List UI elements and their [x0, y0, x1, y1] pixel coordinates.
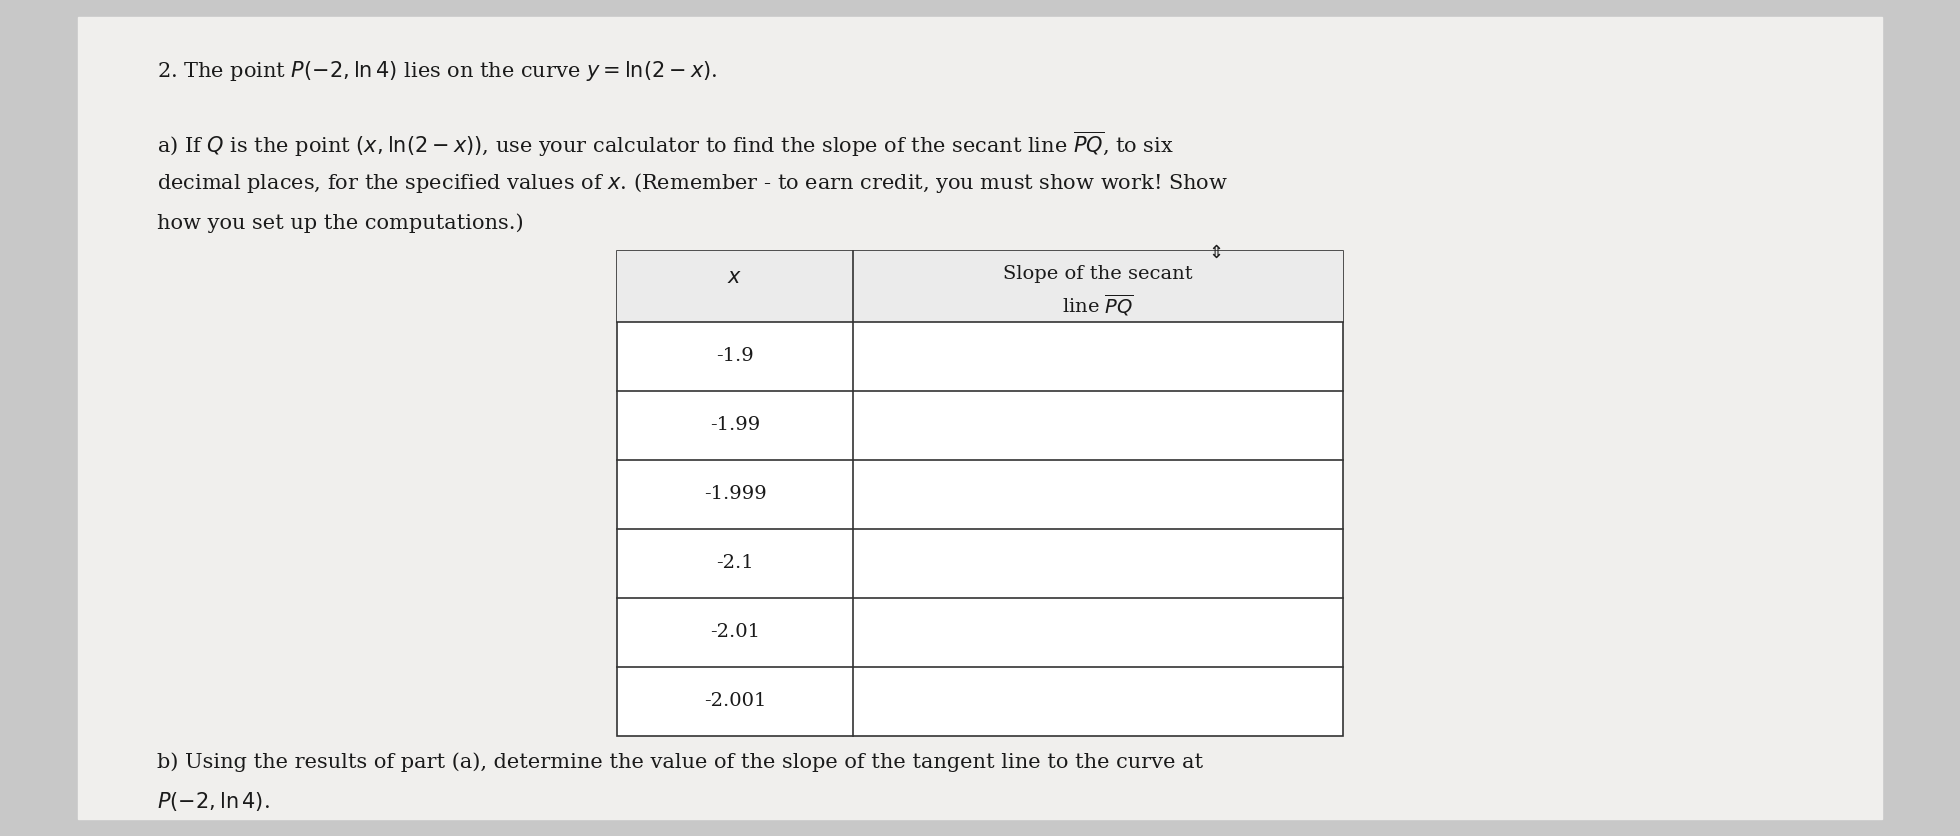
Text: -1.999: -1.999	[704, 485, 766, 503]
Text: -2.001: -2.001	[704, 692, 766, 711]
Text: 2. The point $P(-2, \ln 4)$ lies on the curve $y = \ln(2-x)$.: 2. The point $P(-2, \ln 4)$ lies on the …	[157, 59, 717, 83]
Text: $P(-2, \ln 4)$.: $P(-2, \ln 4)$.	[157, 790, 270, 813]
Text: how you set up the computations.): how you set up the computations.)	[157, 213, 523, 233]
Text: a) If $Q$ is the point $(x, \ln(2-x))$, use your calculator to find the slope of: a) If $Q$ is the point $(x, \ln(2-x))$, …	[157, 130, 1174, 159]
Bar	[617, 251, 1343, 736]
Text: $\Updownarrow$: $\Updownarrow$	[1205, 244, 1223, 263]
Text: Slope of the secant: Slope of the secant	[1004, 265, 1192, 283]
Text: -2.1: -2.1	[715, 554, 755, 573]
Text: line $\overline{PQ}$: line $\overline{PQ}$	[1062, 292, 1133, 318]
Text: -1.99: -1.99	[710, 416, 760, 435]
Text: b) Using the results of part (a), determine the value of the slope of the tangen: b) Using the results of part (a), determ…	[157, 752, 1203, 772]
Bar	[617, 251, 1343, 322]
Text: -2.01: -2.01	[710, 623, 760, 641]
Text: $x$: $x$	[727, 268, 743, 288]
Text: -1.9: -1.9	[715, 347, 755, 365]
Text: decimal places, for the specified values of $x$. (Remember - to earn credit, you: decimal places, for the specified values…	[157, 171, 1227, 196]
